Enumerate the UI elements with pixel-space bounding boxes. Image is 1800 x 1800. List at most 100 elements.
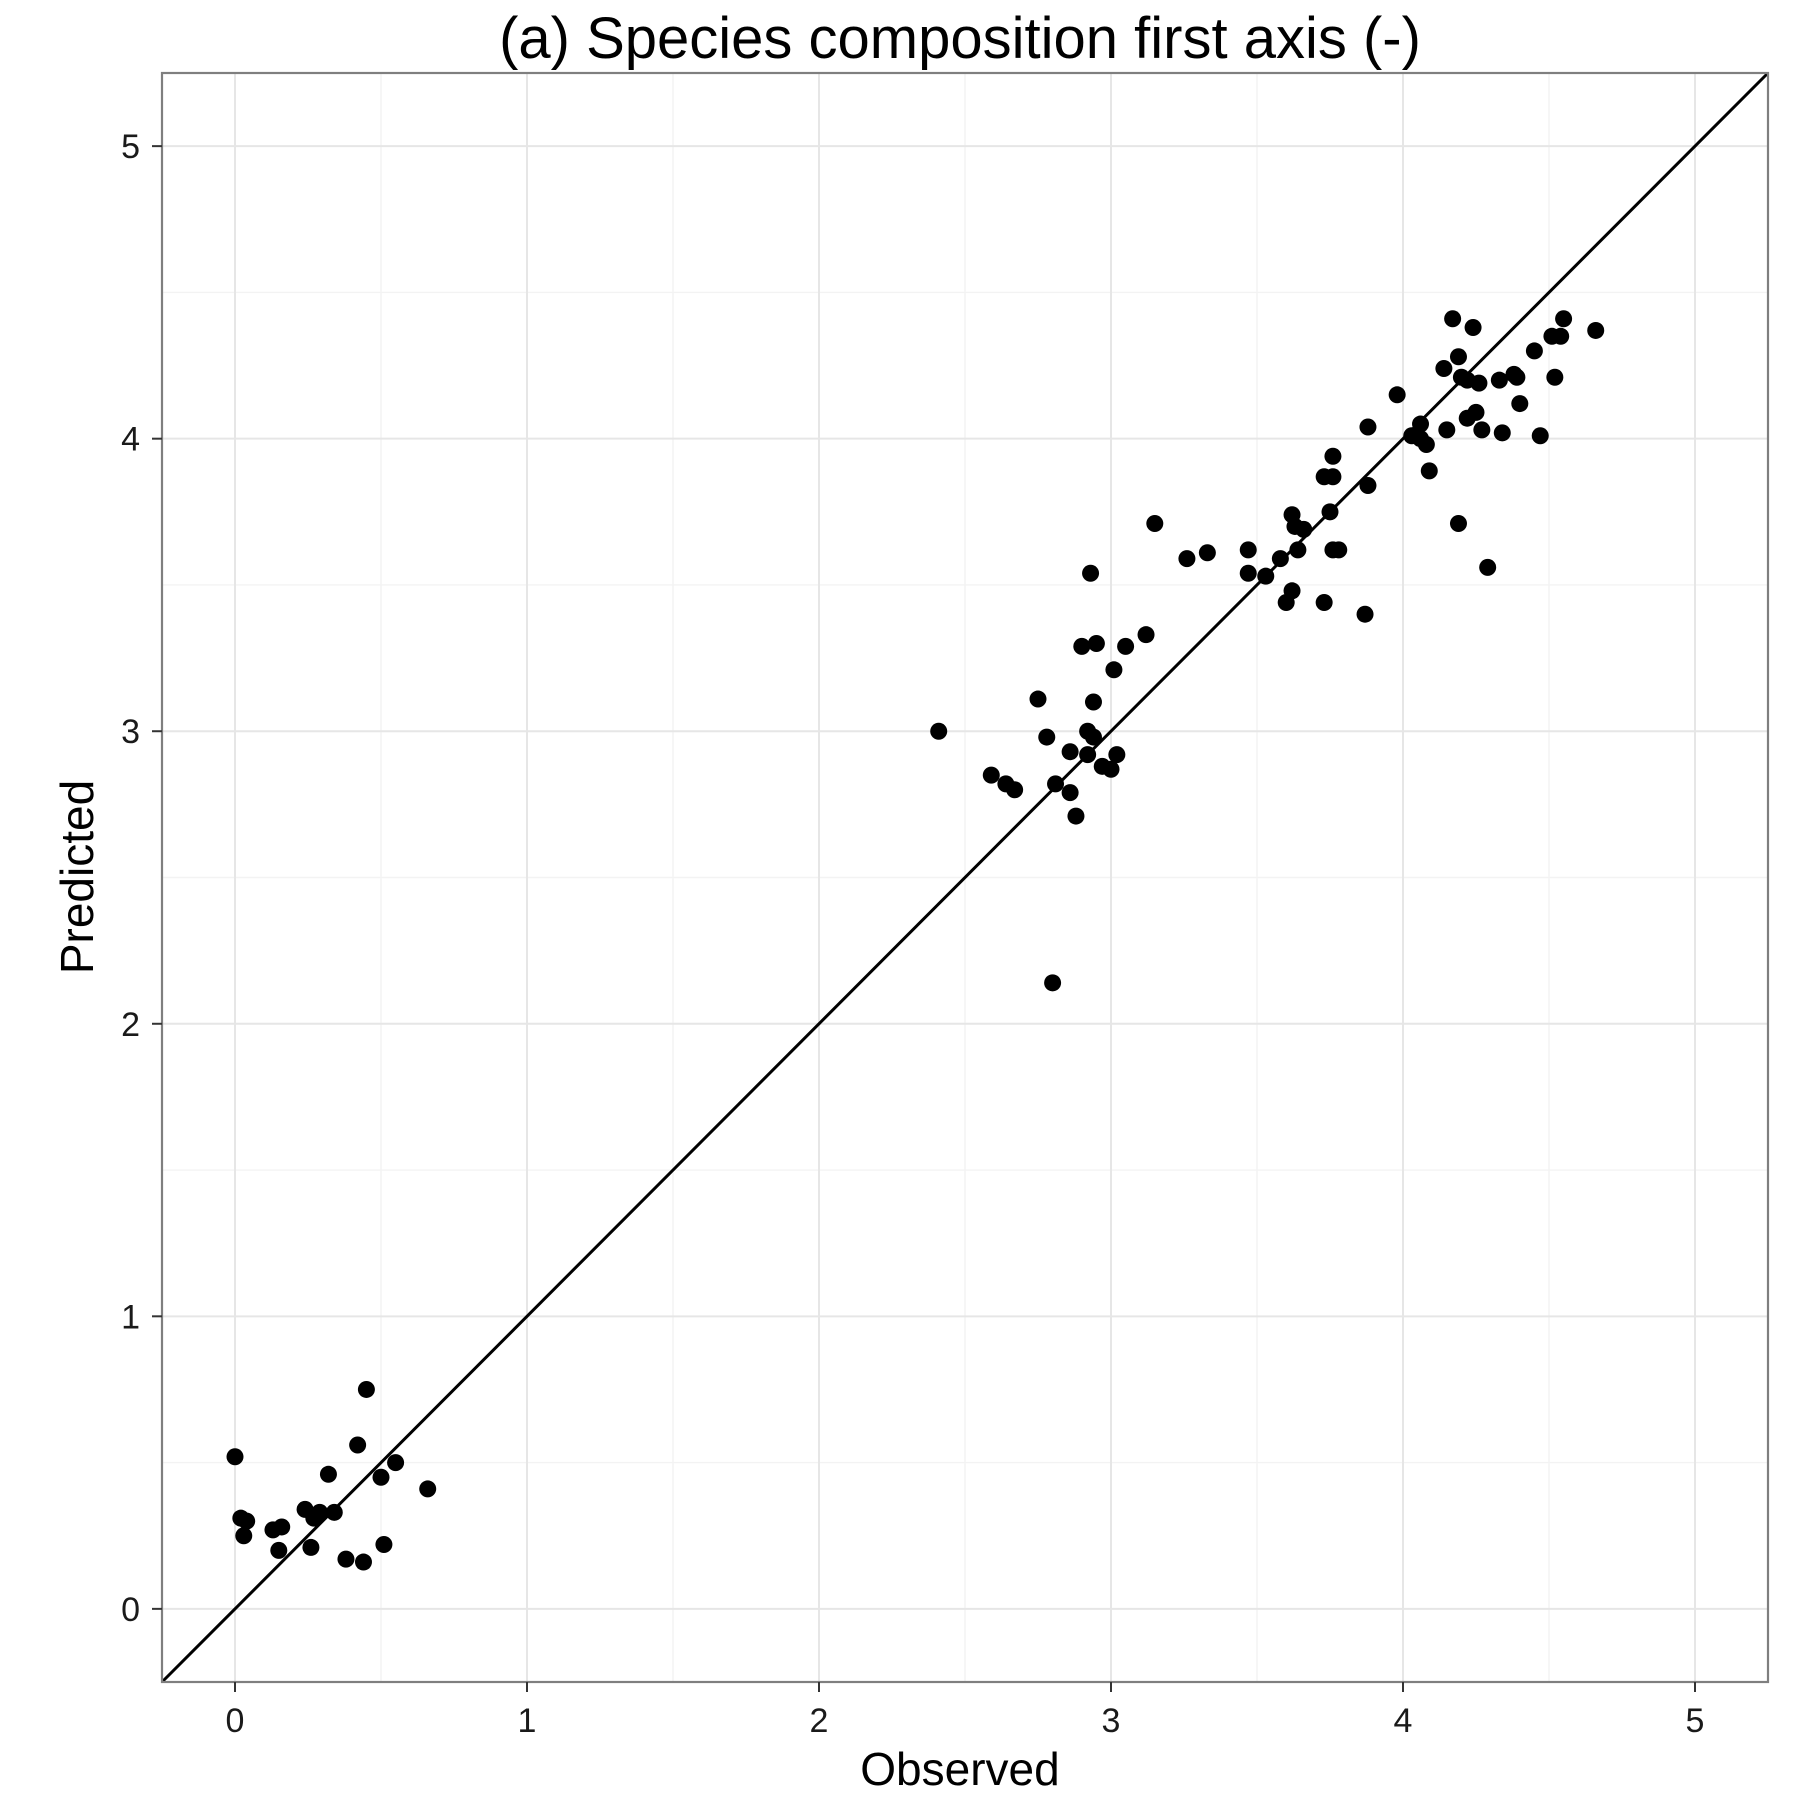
y-axis-title: Predicted [51, 780, 103, 974]
reference-line [160, 71, 1770, 1684]
data-point [1006, 781, 1024, 799]
data-point [325, 1503, 343, 1521]
data-point [1044, 974, 1062, 992]
data-point [302, 1538, 320, 1556]
y-tick-label: 4 [121, 421, 140, 459]
y-tick-label: 5 [121, 128, 140, 166]
data-point [1324, 447, 1342, 465]
data-point [1315, 594, 1333, 612]
data-point [1531, 427, 1549, 445]
data-point [1412, 415, 1430, 433]
data-point [1467, 403, 1485, 421]
data-point [1473, 421, 1491, 439]
data-point [1555, 310, 1573, 328]
data-point [1289, 541, 1307, 559]
reference-line-group [160, 71, 1770, 1684]
data-point [1479, 558, 1497, 576]
data-point [235, 1527, 253, 1545]
data-point [1082, 564, 1100, 582]
data-point [1444, 310, 1462, 328]
y-tick-label: 2 [121, 1006, 140, 1044]
x-tick-label: 5 [1686, 1702, 1705, 1740]
data-point [1295, 520, 1313, 538]
data-point [1084, 693, 1102, 711]
data-point [1087, 634, 1105, 652]
x-axis-ticks: 0 1 2 3 4 5 [226, 1682, 1705, 1740]
data-point [1084, 728, 1102, 746]
data-point [1271, 550, 1289, 568]
data-point [1525, 342, 1543, 360]
data-point [419, 1480, 437, 1498]
data-point [1470, 374, 1488, 392]
data-point [1464, 319, 1482, 337]
x-tick-label: 2 [810, 1702, 829, 1740]
data-point [1117, 637, 1135, 655]
data-point [273, 1518, 291, 1536]
data-point [1257, 567, 1275, 585]
data-point [311, 1503, 329, 1521]
x-axis-title: Observed [860, 1743, 1059, 1795]
data-point [1102, 760, 1120, 778]
data-point [1330, 541, 1348, 559]
data-point [1239, 564, 1257, 582]
data-point [1079, 746, 1097, 764]
data-point [1239, 541, 1257, 559]
data-point [1324, 468, 1342, 486]
y-tick-label: 0 [121, 1591, 140, 1629]
x-tick-label: 4 [1394, 1702, 1413, 1740]
data-point [319, 1465, 337, 1483]
data-point [1073, 637, 1091, 655]
y-tick-label: 3 [121, 713, 140, 751]
data-point [1493, 424, 1511, 442]
data-point [1490, 371, 1508, 389]
data-point [337, 1550, 355, 1568]
data-point [1587, 321, 1605, 339]
data-point [1449, 515, 1467, 533]
y-axis-ticks: 0 1 2 3 4 5 [121, 128, 162, 1629]
data-point [226, 1448, 244, 1466]
data-point [1359, 418, 1377, 436]
data-point [1511, 395, 1529, 413]
data-point [1420, 462, 1438, 480]
data-point [1067, 807, 1085, 825]
data-point [1146, 515, 1164, 533]
data-point [375, 1536, 393, 1554]
data-point [1417, 436, 1435, 454]
data-point [1047, 775, 1065, 793]
data-point [1198, 544, 1216, 562]
data-point [1435, 359, 1453, 377]
data-point [1105, 661, 1123, 679]
plot-panel-border [160, 71, 1770, 1684]
chart-title: (a) Species composition first axis (-) [499, 6, 1421, 71]
data-point [1178, 550, 1196, 568]
data-point [930, 722, 948, 740]
data-point [1449, 348, 1467, 366]
data-point [1546, 368, 1564, 386]
data-point [1108, 746, 1126, 764]
data-point [354, 1553, 372, 1571]
data-point [1038, 728, 1056, 746]
x-tick-label: 3 [1102, 1702, 1121, 1740]
data-point [357, 1380, 375, 1398]
data-point [1356, 605, 1374, 623]
data-point [1508, 368, 1526, 386]
grid [162, 73, 1768, 1682]
data-point [1283, 582, 1301, 600]
data-point [372, 1468, 390, 1486]
y-tick-label: 1 [121, 1298, 140, 1336]
x-tick-label: 0 [226, 1702, 245, 1740]
data-point [349, 1436, 367, 1454]
data-point [1029, 690, 1047, 708]
data-point [270, 1541, 288, 1559]
data-point [1061, 743, 1079, 761]
data-point [1388, 386, 1406, 404]
data-point [1321, 503, 1339, 521]
data-point [387, 1454, 405, 1472]
data-point [1137, 626, 1155, 644]
data-points [226, 310, 1605, 1571]
data-point [1061, 784, 1079, 802]
data-point [238, 1512, 256, 1530]
data-point [1552, 327, 1570, 345]
